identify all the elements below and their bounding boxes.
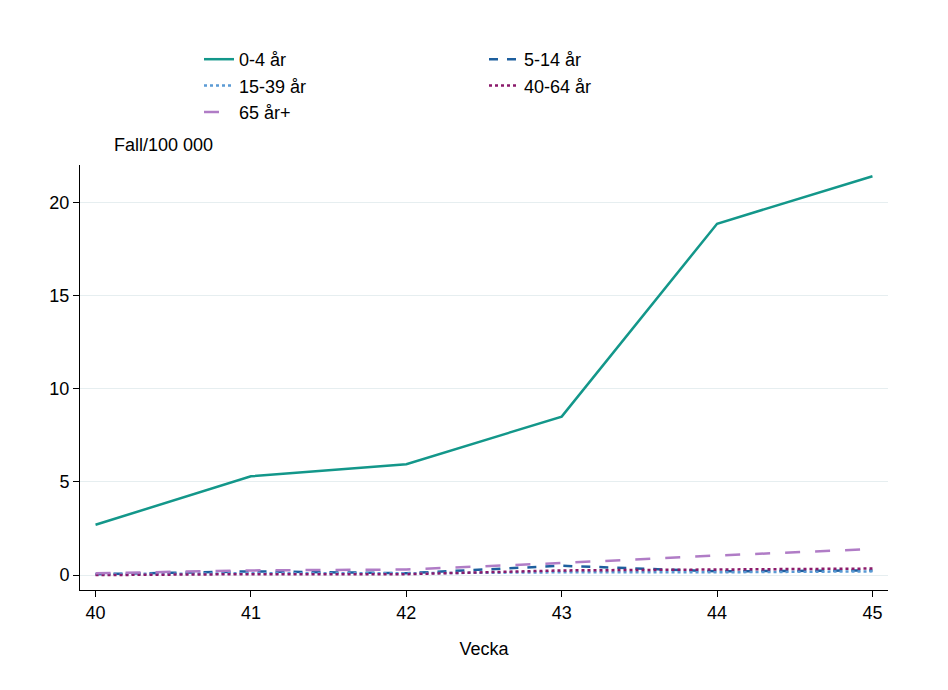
svg-text:Fall/100 000: Fall/100 000: [114, 135, 213, 155]
svg-text:0: 0: [59, 565, 69, 585]
svg-text:45: 45: [862, 603, 882, 623]
svg-text:5: 5: [59, 472, 69, 492]
svg-text:41: 41: [241, 603, 261, 623]
svg-text:Vecka: Vecka: [459, 639, 509, 659]
svg-text:65 år+: 65 år+: [239, 103, 291, 123]
svg-text:10: 10: [49, 379, 69, 399]
svg-text:43: 43: [552, 603, 572, 623]
svg-text:5-14 år: 5-14 år: [524, 50, 581, 70]
svg-text:20: 20: [49, 193, 69, 213]
svg-text:0-4 år: 0-4 år: [239, 50, 286, 70]
svg-text:15-39 år: 15-39 år: [239, 77, 306, 97]
svg-text:40: 40: [86, 603, 106, 623]
svg-text:15: 15: [49, 286, 69, 306]
svg-text:44: 44: [707, 603, 727, 623]
svg-text:42: 42: [396, 603, 416, 623]
svg-text:40-64 år: 40-64 år: [524, 77, 591, 97]
